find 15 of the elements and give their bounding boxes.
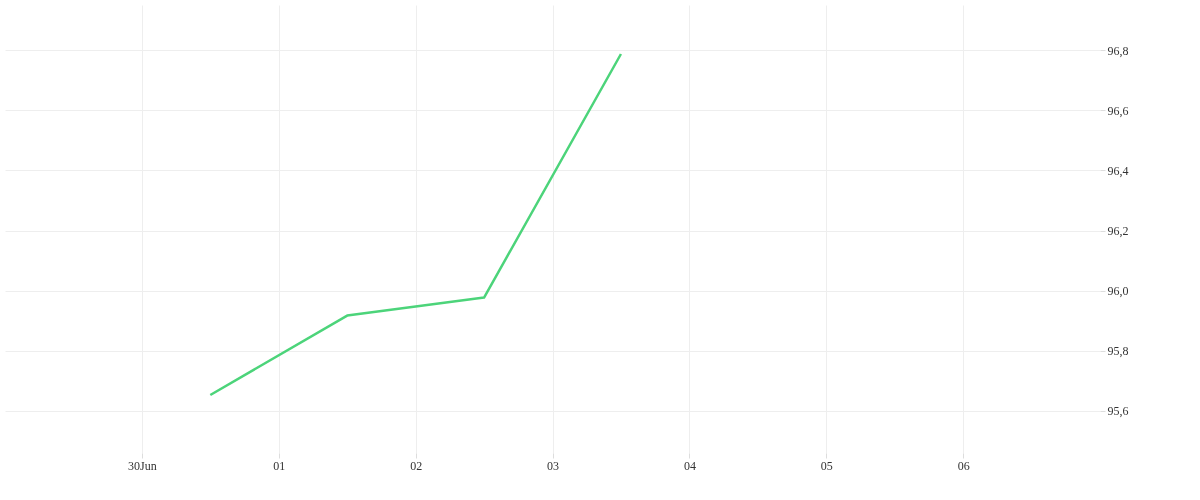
y-tick-label: 95,8 bbox=[1107, 344, 1129, 359]
x-tick-label: 30Jun bbox=[128, 458, 157, 473]
y-tick-label: 96,2 bbox=[1107, 224, 1129, 238]
x-tick-label: 01 bbox=[273, 458, 286, 473]
y-tick-label: 96,4 bbox=[1107, 163, 1129, 178]
x-tick-label: 06 bbox=[957, 458, 970, 473]
y-tick-label: 96,0 bbox=[1107, 284, 1129, 299]
y-tick-label: 96,6 bbox=[1107, 103, 1129, 118]
x-tick-label: 03 bbox=[547, 458, 559, 473]
y-tick-label: 95,6 bbox=[1107, 404, 1129, 419]
x-tick-label: 05 bbox=[820, 458, 833, 473]
x-tick-label: 04 bbox=[683, 458, 696, 473]
line-series bbox=[209, 52, 623, 397]
x-tick-label: 02 bbox=[410, 458, 423, 473]
y-tick-label: 96,8 bbox=[1107, 43, 1129, 58]
